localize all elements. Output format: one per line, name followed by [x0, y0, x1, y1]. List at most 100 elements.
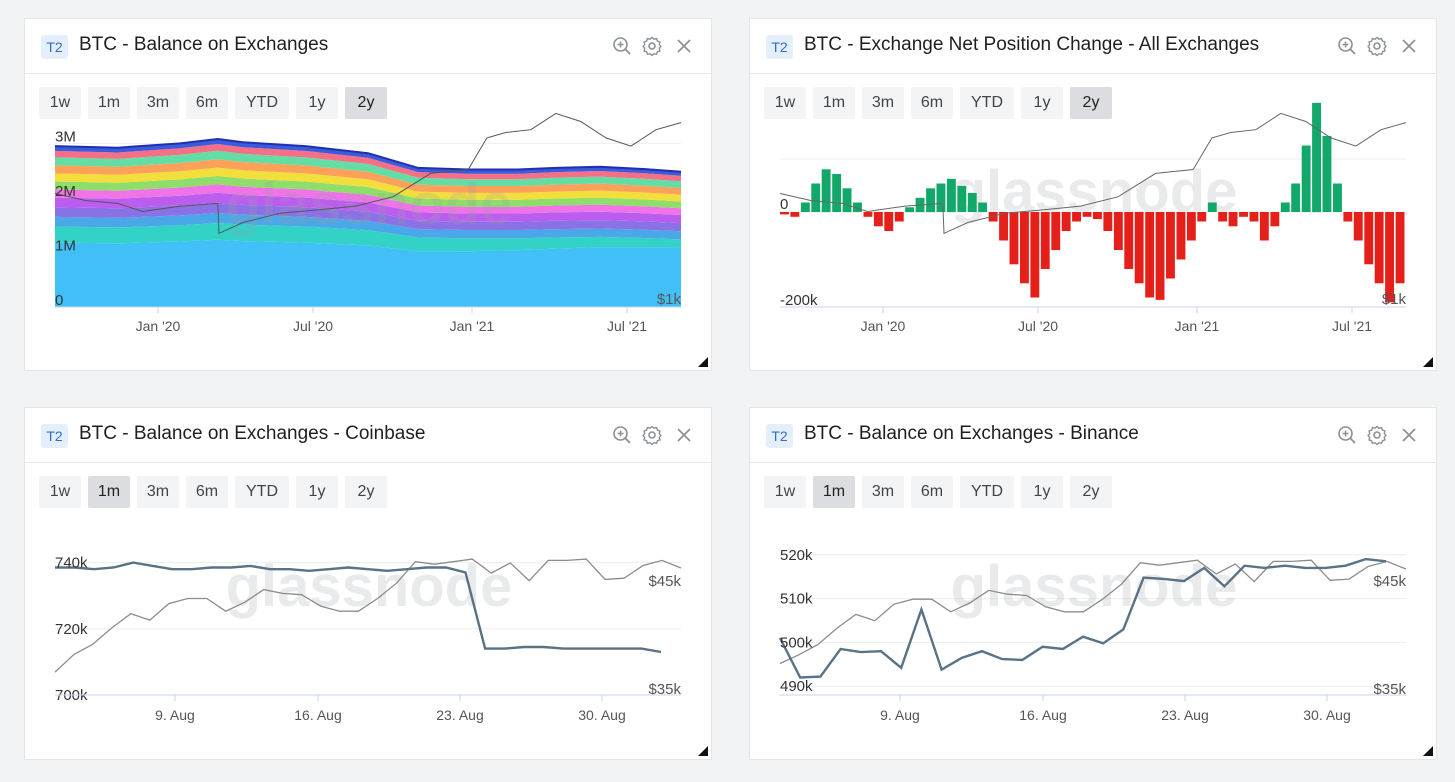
gear-icon[interactable]: [641, 35, 663, 57]
timeframe-ytd[interactable]: YTD: [235, 87, 289, 119]
timeframe-6m[interactable]: 6m: [186, 87, 228, 119]
resize-handle[interactable]: [698, 357, 708, 367]
timeframe-6m[interactable]: 6m: [911, 87, 953, 119]
y-tick-label: 720k: [55, 621, 88, 638]
price-line: [54, 112, 682, 235]
x-tick-label: Jan '20: [136, 318, 181, 334]
close-icon[interactable]: [1398, 424, 1420, 446]
x-tick-label: Jan '20: [861, 318, 906, 334]
close-icon[interactable]: [1398, 35, 1420, 57]
timeframe-ytd[interactable]: YTD: [960, 476, 1014, 508]
timeframe-1w[interactable]: 1w: [39, 87, 81, 119]
x-tick-label: Jul '21: [1332, 318, 1372, 334]
timeframe-1y[interactable]: 1y: [1021, 87, 1063, 119]
panel-title: BTC - Balance on Exchanges - Binance: [804, 423, 1139, 444]
timeframe-ytd[interactable]: YTD: [960, 87, 1014, 119]
x-tick-label: 30. Aug: [1303, 707, 1351, 723]
resize-handle[interactable]: [1423, 357, 1433, 367]
net-change-bar: [1301, 145, 1311, 212]
timeframe-1w[interactable]: 1w: [764, 87, 806, 119]
y-tick-label: 0: [780, 196, 788, 213]
balance-line: [55, 561, 662, 654]
panel-title: BTC - Exchange Net Position Change - All…: [804, 34, 1260, 55]
net-change-bar: [1009, 212, 1019, 265]
timeframe-1m[interactable]: 1m: [813, 87, 855, 119]
net-change-bar: [1322, 136, 1332, 212]
timeframe-1y[interactable]: 1y: [296, 476, 338, 508]
timeframe-ytd[interactable]: YTD: [235, 476, 289, 508]
panel-title: BTC - Balance on Exchanges - Coinbase: [79, 423, 426, 444]
timeframe-3m[interactable]: 3m: [862, 476, 904, 508]
area-band: [55, 192, 681, 224]
area-band: [55, 150, 681, 188]
zoom-icon[interactable]: [1336, 424, 1358, 446]
net-change-bar: [1166, 212, 1175, 279]
timeframe-1y[interactable]: 1y: [296, 87, 338, 119]
zoom-icon[interactable]: [611, 35, 633, 57]
net-change-bar: [957, 185, 967, 212]
net-change-bar: [1312, 102, 1321, 213]
timeframe-6m[interactable]: 6m: [911, 476, 953, 508]
watermark: glassnode: [226, 172, 513, 237]
y-tick-label: 0: [55, 292, 63, 309]
timeframe-1y[interactable]: 1y: [1021, 476, 1063, 508]
y2-tick-label: $35k: [648, 681, 681, 698]
net-change-bar: [1061, 212, 1071, 231]
timeframe-2y[interactable]: 2y: [345, 476, 387, 508]
chart-balance-all: glassnode 3M 2M 1M 0 $1k Jan '20 Jul '20 Jan '21…: [54, 112, 682, 334]
net-change-bar: [894, 212, 904, 222]
area-band: [55, 212, 681, 240]
net-change-bar: [1353, 212, 1363, 241]
net-change-bar: [884, 212, 894, 231]
y-tick-label: 1M: [55, 238, 76, 255]
timeframe-1w[interactable]: 1w: [39, 476, 81, 508]
y-tick-label: 500k: [780, 634, 813, 651]
gear-icon[interactable]: [641, 424, 663, 446]
net-change-bar: [936, 183, 946, 212]
panel-title: BTC - Balance on Exchanges: [79, 34, 329, 55]
timeframe-6m[interactable]: 6m: [186, 476, 228, 508]
timeframe-1m[interactable]: 1m: [88, 87, 130, 119]
close-icon[interactable]: [673, 424, 695, 446]
net-change-bar: [1030, 212, 1040, 298]
area-band: [55, 223, 681, 252]
timeframe-3m[interactable]: 3m: [137, 87, 179, 119]
timeframe-3m[interactable]: 3m: [862, 87, 904, 119]
gear-icon[interactable]: [1366, 424, 1388, 446]
gear-icon[interactable]: [1366, 35, 1388, 57]
net-change-bar: [800, 202, 810, 212]
net-change-bar: [1186, 212, 1196, 241]
net-change-bar: [988, 212, 998, 222]
net-change-bar: [1333, 183, 1342, 212]
timeframe-2y[interactable]: 2y: [1070, 476, 1112, 508]
y2-tick-label: $45k: [1373, 573, 1406, 590]
timeframe-3m[interactable]: 3m: [137, 476, 179, 508]
timeframe-1m[interactable]: 1m: [813, 476, 855, 508]
timeframe-1m[interactable]: 1m: [88, 476, 130, 508]
resize-handle[interactable]: [698, 746, 708, 756]
area-band: [55, 139, 681, 176]
x-tick-label: 16. Aug: [1019, 707, 1067, 723]
panel-header: T2 BTC - Balance on Exchanges - Binance: [750, 408, 1436, 463]
zoom-icon[interactable]: [611, 424, 633, 446]
close-icon[interactable]: [673, 35, 695, 57]
tier-badge: T2: [766, 35, 793, 59]
zoom-icon[interactable]: [1336, 35, 1358, 57]
net-change-bar: [1040, 212, 1050, 269]
net-change-bar: [811, 183, 821, 212]
net-change-bar: [1082, 212, 1092, 217]
panel-header: T2 BTC - Balance on Exchanges - Coinbase: [25, 408, 711, 463]
timeframe-2y[interactable]: 2y: [1070, 87, 1112, 119]
timeframe-2y[interactable]: 2y: [345, 87, 387, 119]
timeframe-1w[interactable]: 1w: [764, 476, 806, 508]
y-tick-label: 2M: [55, 183, 76, 200]
net-change-bar: [1374, 212, 1384, 284]
panel-balance-binance: T2 BTC - Balance on Exchanges - Binance …: [749, 407, 1437, 760]
net-change-bar: [1113, 212, 1123, 250]
resize-handle[interactable]: [1423, 746, 1433, 756]
net-change-bar: [1280, 202, 1290, 212]
watermark: glassnode: [226, 554, 513, 619]
net-change-bar: [1291, 183, 1301, 212]
